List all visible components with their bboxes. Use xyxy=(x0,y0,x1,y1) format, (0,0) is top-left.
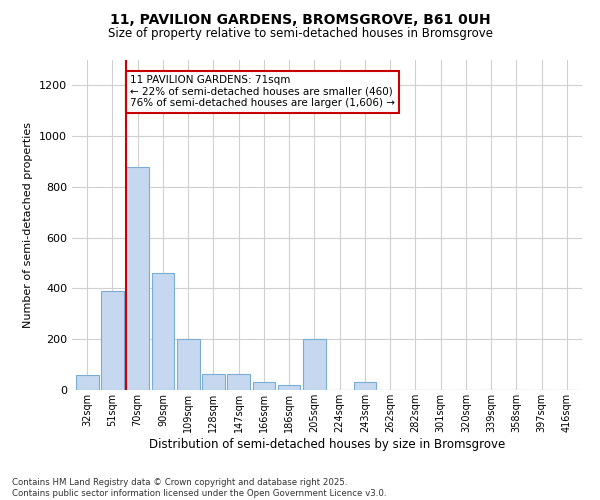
Bar xyxy=(152,273,174,390)
Y-axis label: Number of semi-detached properties: Number of semi-detached properties xyxy=(23,122,34,328)
Bar xyxy=(101,291,124,390)
Bar xyxy=(76,375,98,390)
Bar xyxy=(278,385,301,390)
Bar xyxy=(303,339,326,390)
Bar xyxy=(253,382,275,390)
Bar xyxy=(126,166,149,390)
X-axis label: Distribution of semi-detached houses by size in Bromsgrove: Distribution of semi-detached houses by … xyxy=(149,438,505,450)
Text: Contains HM Land Registry data © Crown copyright and database right 2025.
Contai: Contains HM Land Registry data © Crown c… xyxy=(12,478,386,498)
Bar xyxy=(202,374,225,390)
Text: Size of property relative to semi-detached houses in Bromsgrove: Size of property relative to semi-detach… xyxy=(107,28,493,40)
Bar xyxy=(353,382,376,390)
Text: 11 PAVILION GARDENS: 71sqm
← 22% of semi-detached houses are smaller (460)
76% o: 11 PAVILION GARDENS: 71sqm ← 22% of semi… xyxy=(130,75,395,108)
Bar xyxy=(177,339,199,390)
Text: 11, PAVILION GARDENS, BROMSGROVE, B61 0UH: 11, PAVILION GARDENS, BROMSGROVE, B61 0U… xyxy=(110,12,490,26)
Bar xyxy=(227,374,250,390)
